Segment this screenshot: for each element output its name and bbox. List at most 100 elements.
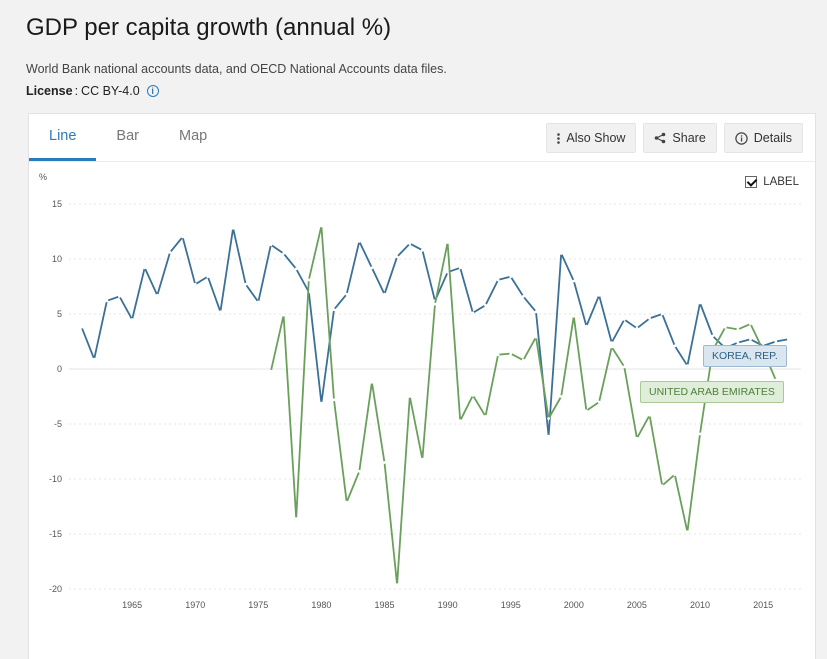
data-point-0 — [168, 251, 172, 254]
data-point-1 — [686, 530, 689, 534]
data-point-0 — [635, 326, 639, 330]
y-tick-label: 0 — [57, 364, 62, 374]
data-point-0 — [622, 318, 626, 321]
data-point-0 — [143, 266, 147, 270]
data-point-0 — [345, 292, 349, 296]
tab-line[interactable]: Line — [29, 114, 97, 161]
x-tick-label: 2005 — [627, 600, 647, 610]
chart-toolbar: Also Show Share Details — [546, 123, 803, 153]
data-point-0 — [181, 235, 184, 239]
data-point-0 — [118, 295, 121, 298]
page-title: GDP per capita growth (annual %) — [26, 14, 392, 41]
label-toggle[interactable]: LABEL — [745, 176, 799, 188]
x-tick-label: 1980 — [311, 600, 331, 610]
y-tick-label: -20 — [49, 584, 62, 594]
data-point-0 — [408, 242, 412, 246]
data-point-0 — [256, 300, 260, 304]
data-point-1 — [370, 380, 374, 384]
data-point-1 — [383, 461, 386, 464]
data-point-0 — [521, 295, 525, 298]
data-point-0 — [219, 310, 222, 314]
data-point-1 — [433, 302, 437, 306]
data-point-0 — [585, 324, 588, 328]
details-button[interactable]: Details — [723, 123, 803, 153]
tab-bar[interactable]: Bar — [116, 128, 139, 144]
data-point-1 — [395, 583, 399, 586]
data-point-0 — [458, 266, 462, 270]
data-point-1 — [597, 400, 601, 404]
y-tick-label: 15 — [52, 199, 62, 209]
data-point-0 — [610, 341, 614, 344]
data-point-1 — [723, 325, 727, 329]
data-point-1 — [345, 500, 349, 504]
x-tick-label: 2010 — [690, 600, 710, 610]
data-point-1 — [458, 419, 462, 423]
x-tick-label: 1990 — [438, 600, 458, 610]
data-point-1 — [572, 314, 576, 318]
data-point-0 — [698, 301, 702, 305]
data-point-0 — [471, 311, 475, 315]
data-point-0 — [320, 401, 323, 405]
data-point-0 — [206, 275, 210, 278]
info-icon[interactable]: i — [146, 85, 159, 97]
data-point-1 — [282, 313, 285, 317]
y-tick-label: -5 — [54, 419, 62, 429]
data-point-1 — [736, 328, 740, 331]
data-point-0 — [155, 293, 159, 297]
data-point-1 — [610, 345, 614, 349]
x-tick-label: 2000 — [564, 600, 584, 610]
data-point-1 — [471, 394, 475, 397]
data-point-0 — [80, 325, 84, 329]
data-point-1 — [269, 369, 273, 373]
data-point-1 — [446, 241, 450, 244]
korea-series-label[interactable]: KOREA, REP. — [703, 345, 787, 367]
data-point-0 — [509, 275, 513, 278]
tab-map[interactable]: Map — [179, 128, 208, 144]
data-point-1 — [698, 432, 702, 436]
data-point-1 — [509, 352, 513, 355]
vertical-dots-icon — [557, 132, 561, 144]
info-circle-icon — [735, 131, 748, 145]
data-point-1 — [521, 358, 525, 362]
data-point-0 — [370, 266, 374, 270]
x-tick-label: 1985 — [375, 600, 395, 610]
data-point-0 — [193, 282, 197, 286]
data-point-0 — [547, 434, 550, 438]
data-point-0 — [244, 282, 248, 286]
data-point-1 — [774, 378, 778, 382]
data-point-0 — [105, 299, 109, 303]
y-tick-label: 5 — [57, 309, 62, 319]
data-point-0 — [395, 255, 399, 259]
data-point-1 — [332, 398, 336, 402]
data-point-0 — [534, 310, 538, 314]
data-point-0 — [269, 243, 273, 247]
source-text: World Bank national accounts data, and O… — [26, 62, 447, 76]
data-point-0 — [686, 364, 689, 368]
data-point-0 — [446, 270, 450, 274]
data-point-0 — [736, 341, 740, 344]
data-point-1 — [420, 457, 424, 461]
data-point-1 — [484, 414, 487, 418]
data-point-1 — [547, 417, 550, 420]
y-axis-unit-label: % — [39, 172, 47, 182]
data-point-0 — [786, 337, 790, 341]
chart-panel: % 15 10 5 0 -5 -10 -15 -20 1965 1970 1975 1980 1985 19… — [28, 113, 816, 659]
y-tick-label: 10 — [52, 254, 62, 264]
x-tick-label: 1995 — [501, 600, 521, 610]
data-point-0 — [559, 252, 563, 255]
x-tick-label: 1970 — [185, 600, 205, 610]
series-line-1 — [270, 225, 777, 586]
data-point-1 — [673, 473, 677, 476]
share-button[interactable]: Share — [643, 123, 717, 153]
data-point-0 — [282, 252, 285, 255]
chart-tabs: Line Bar Map — [29, 114, 227, 161]
share-icon — [655, 132, 666, 144]
label-checkbox[interactable] — [745, 176, 758, 188]
data-point-1 — [357, 469, 361, 473]
data-point-1 — [559, 395, 563, 398]
details-label: Details — [753, 131, 792, 145]
also-show-button[interactable]: Also Show — [546, 123, 637, 153]
data-point-1 — [648, 413, 651, 417]
uae-series-label[interactable]: UNITED ARAB EMIRATES — [640, 381, 784, 403]
data-point-1 — [307, 278, 311, 282]
